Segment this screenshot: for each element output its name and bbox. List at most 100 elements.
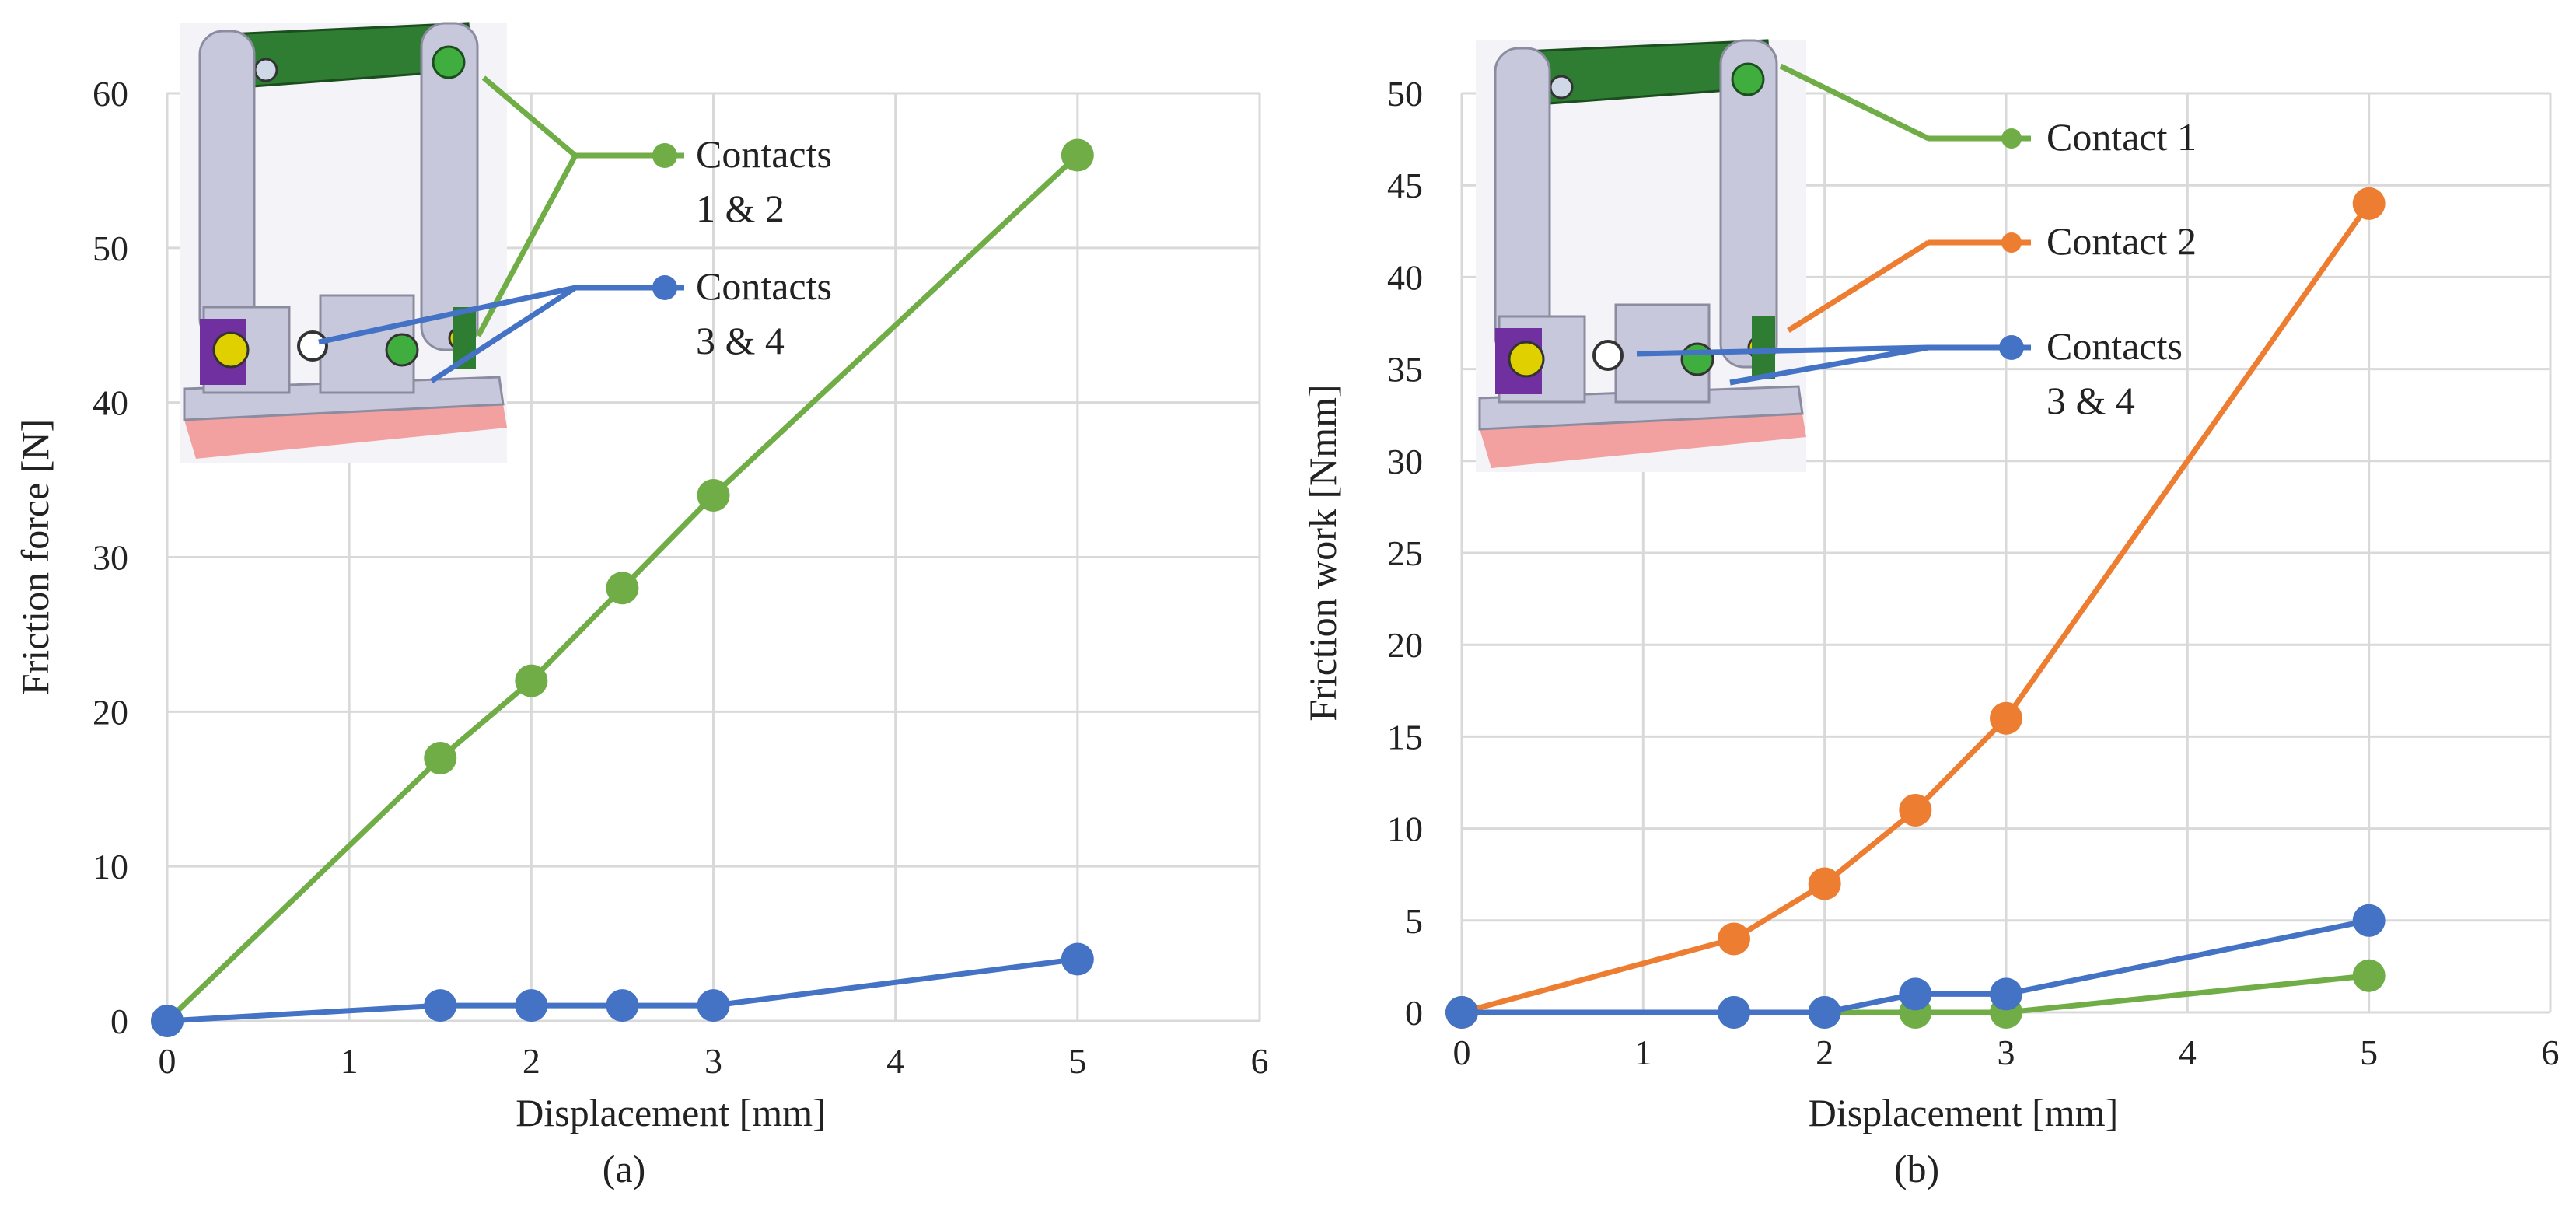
data-point	[606, 572, 639, 605]
y-tick-label: 30	[93, 538, 128, 578]
legend-pointer-line	[1787, 240, 1930, 333]
data-point	[424, 989, 457, 1022]
data-point	[1990, 701, 2022, 735]
top-bolt	[1549, 75, 1574, 100]
series-line	[166, 956, 1078, 1024]
series-line	[165, 152, 1080, 1023]
x-axis-label: Displacement [mm]	[1809, 1091, 2119, 1134]
legend-pointer-line	[1729, 344, 1929, 386]
x-tick-label: 1	[1634, 1033, 1652, 1072]
legend-label: Contacts	[696, 264, 832, 308]
x-tick-label: 3	[704, 1041, 722, 1081]
left-arm	[1494, 47, 1551, 361]
data-point	[697, 989, 730, 1022]
legend-label: Contacts	[696, 132, 832, 176]
data-point	[2352, 904, 2386, 937]
x-tick-label: 0	[1453, 1033, 1471, 1072]
panel-label: (b)	[1894, 1147, 1939, 1190]
data-point	[1061, 138, 1094, 172]
data-point	[515, 664, 548, 697]
right-arm	[420, 22, 479, 351]
data-point	[1718, 996, 1750, 1029]
data-point	[606, 989, 639, 1022]
left-arm	[198, 30, 256, 344]
contact-1-pin	[432, 45, 466, 79]
base-plate	[1480, 414, 1806, 468]
y-tick-label: 50	[1387, 74, 1423, 114]
data-point	[1899, 977, 1932, 1011]
mechanism-inset-icon	[1476, 39, 1806, 472]
legend-marker	[652, 143, 677, 168]
x-tick-label: 1	[341, 1041, 358, 1081]
data-point	[2352, 187, 2386, 220]
x-tick-label: 5	[1068, 1041, 1086, 1081]
contact-3-pin	[1592, 340, 1624, 371]
data-point	[1808, 867, 1841, 900]
yellow-pin	[212, 331, 250, 369]
y-tick-label: 20	[93, 692, 128, 732]
data-point	[1990, 977, 2022, 1011]
legend-pointer-line	[481, 75, 578, 158]
legend-pointer-line	[318, 285, 576, 345]
x-tick-label: 2	[1816, 1033, 1833, 1072]
right-green-block	[1752, 316, 1775, 379]
data-point	[1808, 996, 1841, 1029]
legend-label: Contacts	[2046, 324, 2183, 368]
data-point	[2352, 959, 2386, 992]
x-tick-label: 5	[2360, 1033, 2378, 1072]
y-tick-label: 0	[110, 1002, 128, 1041]
top-bolt	[253, 58, 278, 82]
legend-marker	[2001, 128, 2022, 149]
y-axis-label: Friction work [Nmm]	[1301, 384, 1344, 721]
contact-3-pin	[297, 330, 328, 362]
data-point	[151, 1005, 184, 1037]
legend-marker	[1999, 335, 2024, 360]
y-axis-label: Friction force [N]	[13, 419, 57, 695]
y-tick-label: 10	[93, 847, 128, 886]
data-point	[1445, 996, 1478, 1029]
x-tick-label: 6	[1251, 1041, 1269, 1081]
data-point	[515, 989, 548, 1022]
y-tick-label: 40	[93, 383, 128, 423]
x-tick-label: 4	[886, 1041, 904, 1081]
data-point	[424, 741, 457, 774]
contact-4-pin	[1680, 342, 1714, 376]
base-plate	[184, 404, 507, 459]
legend-label: 1 & 2	[696, 187, 785, 230]
contact-4-pin	[385, 333, 419, 367]
y-tick-label: 0	[1405, 993, 1423, 1033]
x-tick-label: 2	[523, 1041, 540, 1081]
series-line	[1462, 918, 2370, 1015]
x-tick-label: 0	[159, 1041, 177, 1081]
y-tick-label: 60	[93, 74, 128, 114]
panel-label: (a)	[603, 1147, 646, 1190]
x-tick-label: 6	[2542, 1033, 2560, 1072]
legend-marker	[652, 275, 677, 300]
data-point	[1718, 922, 1750, 956]
right-arm	[1719, 39, 1778, 369]
data-point	[697, 478, 730, 512]
y-tick-label: 45	[1387, 166, 1423, 205]
legend-marker	[2001, 232, 2022, 253]
legend-label: 3 & 4	[2046, 379, 2135, 422]
x-axis-label: Displacement [mm]	[516, 1091, 826, 1134]
y-tick-label: 40	[1387, 257, 1423, 297]
legend-label: 3 & 4	[696, 319, 785, 362]
y-tick-label: 30	[1387, 442, 1423, 481]
legend-pointer-line	[430, 285, 577, 383]
series-line	[1461, 201, 2372, 1015]
y-tick-label: 50	[93, 229, 128, 268]
y-tick-label: 15	[1387, 717, 1423, 757]
legend-pointer-line	[1779, 63, 1930, 142]
contact-1-pin	[1731, 62, 1765, 96]
y-tick-label: 10	[1387, 809, 1423, 849]
legend-pointer-line	[1636, 344, 1929, 357]
y-tick-label: 35	[1387, 350, 1423, 390]
y-tick-label: 5	[1405, 901, 1423, 941]
data-point	[1061, 942, 1094, 976]
mechanism-inset-icon	[180, 22, 507, 463]
data-point	[1899, 793, 1932, 827]
x-tick-label: 3	[1998, 1033, 2015, 1072]
